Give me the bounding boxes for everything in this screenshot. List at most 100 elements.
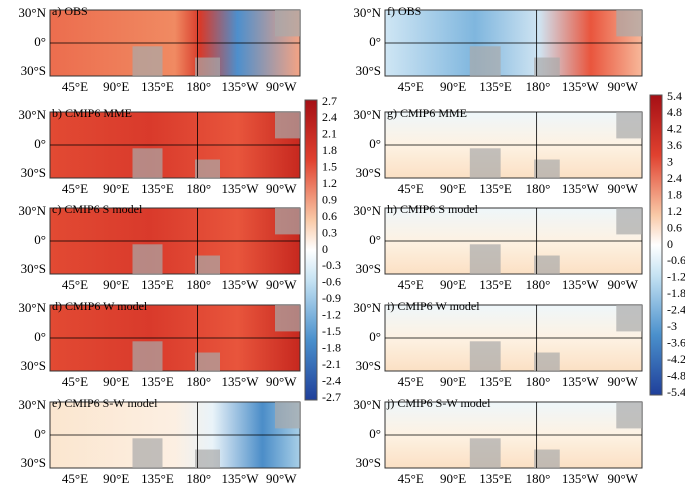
lat-tick-label: 30°N [18, 5, 46, 20]
lon-tick-label: 135°W [222, 374, 260, 389]
colorbar-tick-label: -2.7 [322, 390, 341, 404]
land [132, 148, 163, 178]
lon-tick-label: 90°W [607, 79, 638, 94]
lat-tick-label: 30°N [353, 203, 381, 218]
land [132, 244, 163, 274]
lon-tick-label: 135°E [479, 471, 512, 486]
lat-tick-label: 30°S [21, 261, 46, 276]
land [195, 57, 220, 76]
lon-tick-label: 45°E [398, 79, 424, 94]
lat-tick-label: 0° [369, 329, 381, 344]
colorbar-tick-label: 1.2 [322, 176, 337, 190]
land [616, 305, 642, 332]
lon-tick-label: 180° [526, 471, 551, 486]
lon-tick-label: 45°E [62, 181, 88, 196]
lon-tick-label: 135°W [222, 181, 260, 196]
colorbar-tick-label: 0.9 [322, 192, 337, 206]
lon-tick-label: 90°E [440, 277, 466, 292]
panel-label: h) CMIP6 S model [387, 202, 479, 216]
lat-tick-label: 30°S [356, 358, 381, 373]
panel-label: i) CMIP6 W model [387, 299, 480, 313]
land [195, 352, 220, 371]
lat-tick-label: 30°S [356, 455, 381, 470]
land [534, 255, 560, 274]
colorbar-right [649, 94, 663, 396]
colorbar-tick-label: 0.3 [322, 225, 337, 239]
lon-tick-label: 135°E [141, 181, 174, 196]
lat-tick-label: 30°N [18, 203, 46, 218]
colorbar-left [304, 99, 318, 401]
lon-tick-label: 90°W [607, 277, 638, 292]
lon-tick-label: 45°E [398, 277, 424, 292]
lat-tick-label: 0° [34, 329, 46, 344]
lon-tick-label: 90°W [266, 181, 297, 196]
colorbar-tick-label: 0 [322, 242, 328, 256]
panel-label: a) OBS [52, 4, 88, 18]
lon-tick-label: 135°W [562, 277, 600, 292]
land [616, 10, 642, 37]
land [616, 112, 642, 139]
lon-tick-label: 45°E [398, 374, 424, 389]
lat-tick-label: 0° [369, 232, 381, 247]
lon-tick-label: 45°E [398, 471, 424, 486]
lon-tick-label: 90°E [440, 181, 466, 196]
colorbar-tick-label: -0.6 [322, 275, 341, 289]
colorbar-tick-label: -3 [667, 319, 677, 333]
lon-tick-label: 135°W [562, 374, 600, 389]
land [275, 112, 300, 139]
lon-tick-label: 135°E [479, 277, 512, 292]
lat-tick-label: 30°N [353, 397, 381, 412]
land [534, 159, 560, 178]
colorbar-tick-label: -1.5 [322, 324, 341, 338]
lat-tick-label: 0° [369, 34, 381, 49]
lon-tick-label: 135°W [222, 79, 260, 94]
lon-tick-label: 135°W [562, 79, 600, 94]
lat-tick-label: 0° [369, 426, 381, 441]
colorbar-tick-label: 2.4 [322, 110, 337, 124]
colorbar-tick-label: 1.8 [322, 143, 337, 157]
land [469, 341, 501, 371]
lat-tick-label: 30°N [353, 107, 381, 122]
land [469, 438, 501, 468]
lon-tick-label: 90°E [103, 277, 129, 292]
lon-tick-label: 135°E [141, 277, 174, 292]
land [469, 148, 501, 178]
lat-tick-label: 0° [369, 136, 381, 151]
lon-tick-label: 90°W [266, 471, 297, 486]
lat-tick-label: 0° [34, 136, 46, 151]
colorbar-tick-label: 1.5 [322, 160, 337, 174]
colorbar-tick-label: -2.1 [322, 357, 341, 371]
lon-tick-label: 135°E [141, 374, 174, 389]
land [616, 402, 642, 429]
lon-tick-label: 135°W [562, 181, 600, 196]
lon-tick-label: 90°E [103, 181, 129, 196]
lat-tick-label: 30°S [21, 358, 46, 373]
lon-tick-label: 180° [186, 374, 211, 389]
lon-tick-label: 135°E [141, 471, 174, 486]
colorbar-tick-label: 0 [667, 237, 673, 251]
lon-tick-label: 135°E [479, 374, 512, 389]
lon-tick-label: 180° [526, 181, 551, 196]
lon-tick-label: 90°W [266, 374, 297, 389]
colorbar-tick-label: 4.8 [667, 105, 682, 119]
colorbar-tick-label: 1.2 [667, 204, 682, 218]
land [469, 244, 501, 274]
land [132, 46, 163, 76]
lat-tick-label: 30°S [21, 455, 46, 470]
colorbar-tick-label: -2.4 [667, 303, 685, 317]
lon-tick-label: 135°W [222, 471, 260, 486]
land [534, 352, 560, 371]
lon-tick-label: 90°E [440, 79, 466, 94]
lon-tick-label: 45°E [398, 181, 424, 196]
lat-tick-label: 30°S [356, 63, 381, 78]
lon-tick-label: 90°W [266, 79, 297, 94]
colorbar-tick-label: 5.4 [667, 89, 682, 103]
colorbar-tick-label: 2.4 [667, 171, 682, 185]
lon-tick-label: 180° [526, 374, 551, 389]
lat-tick-label: 30°N [18, 397, 46, 412]
land [132, 341, 163, 371]
land [534, 57, 560, 76]
colorbar-tick-label: -5.4 [667, 385, 685, 399]
colorbar-tick-label: -3.6 [667, 335, 685, 349]
